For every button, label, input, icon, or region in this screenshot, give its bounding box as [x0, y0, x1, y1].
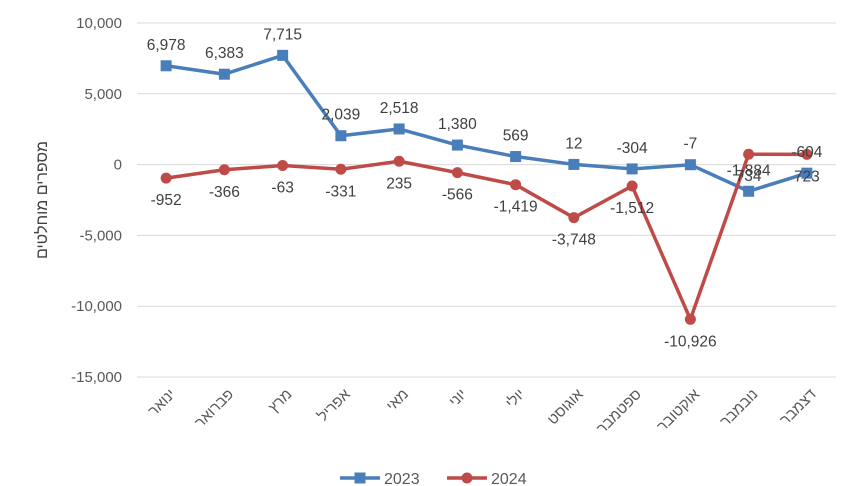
data-label: 569: [503, 128, 529, 145]
legend-item-2023: 2023: [340, 471, 420, 486]
data-point: [626, 180, 638, 192]
gridlines: [137, 22, 836, 378]
x-tick-label: אוקטובר: [654, 385, 704, 435]
x-tick-label: מרץ: [265, 386, 295, 416]
data-point: [451, 139, 463, 151]
data-point: [218, 164, 230, 176]
data-point: [277, 159, 289, 171]
data-point: [393, 123, 405, 135]
data-label: -10,926: [664, 333, 717, 350]
data-point: [684, 159, 696, 171]
data-point: [510, 151, 522, 163]
legend-marker: [354, 472, 366, 484]
data-label: -1,884: [727, 162, 771, 179]
legend-label: 2023: [384, 471, 420, 486]
legend-label: 2024: [491, 471, 527, 486]
x-tick-label: אפריל: [315, 385, 355, 425]
data-point: [160, 172, 172, 184]
legend-marker: [461, 472, 473, 484]
data-label: -304: [617, 140, 648, 157]
data-point: [335, 163, 347, 175]
data-point: [801, 167, 813, 179]
data-point: [743, 148, 755, 160]
data-point: [218, 68, 230, 80]
data-label: -1,419: [494, 199, 538, 216]
x-tick-label: מאי: [383, 386, 412, 415]
x-axis-tick-labels: ינואר פברואר מרץ אפריל מאי יוני יולי אוגוסט ספטמ…: [145, 385, 820, 437]
y-tick-label: -15,000: [71, 369, 122, 386]
data-label: 723: [794, 168, 820, 185]
data-label: 12: [565, 135, 582, 152]
data-label: -63: [271, 179, 293, 196]
data-point: [568, 158, 580, 170]
y-axis-tick-labels: 10,000 5,000 0 -5,000 -10,000 -15,000: [71, 15, 122, 386]
x-tick-label: אוגוסט: [544, 385, 587, 428]
data-label: 2,039: [321, 107, 360, 124]
data-point: [335, 130, 347, 142]
data-point: [568, 212, 580, 224]
y-tick-label: 10,000: [76, 15, 122, 32]
data-label: -566: [442, 187, 473, 204]
series-lines: [160, 49, 813, 325]
data-label: -604: [791, 144, 822, 161]
data-point: [277, 49, 289, 61]
data-label: -366: [209, 184, 240, 201]
y-tick-label: 0: [114, 157, 122, 174]
data-label: 734: [736, 168, 762, 185]
series-2024: [160, 148, 813, 325]
data-point: [801, 148, 813, 160]
series-line-2023: [164, 53, 809, 194]
x-tick-label: דצמבר: [777, 386, 820, 429]
x-tick-label: נובמבר: [717, 386, 762, 431]
y-tick-label: -10,000: [71, 298, 122, 315]
x-tick-label: פברואר: [192, 386, 238, 432]
series-line-2024: [164, 152, 809, 322]
y-tick-label: 5,000: [84, 86, 122, 103]
x-tick-label: יולי: [503, 386, 529, 412]
legend-item-2024: 2024: [447, 471, 527, 486]
data-label: -1,512: [610, 200, 654, 217]
data-label: -952: [151, 192, 182, 209]
x-tick-label: יוני: [446, 386, 470, 410]
data-label: 6,383: [205, 45, 244, 62]
data-label: 7,715: [263, 26, 302, 43]
data-label: 1,380: [438, 116, 477, 133]
data-point: [684, 313, 696, 325]
y-axis-title: מספרים מוחלטים: [33, 141, 51, 259]
data-label: 6,978: [147, 37, 186, 54]
data-label: -3,748: [552, 232, 596, 249]
data-point: [160, 60, 172, 72]
x-tick-label: ספטמבר: [593, 386, 645, 438]
legend: 2023 2024: [340, 471, 527, 486]
x-tick-label: ינואר: [145, 386, 179, 420]
data-point: [743, 185, 755, 197]
data-point: [451, 167, 463, 179]
data-label: 235: [386, 175, 412, 192]
data-labels: 6,978 6,383 7,715 2,039 2,518 1,380 569 12 -304 -…: [147, 26, 823, 350]
series-2023: [160, 49, 813, 197]
data-label: 2,518: [380, 100, 419, 117]
data-label: -7: [683, 136, 697, 153]
data-point: [393, 155, 405, 167]
y-tick-label: -5,000: [79, 227, 122, 244]
data-point: [626, 163, 638, 175]
data-point: [510, 179, 522, 191]
data-label: -331: [325, 183, 356, 200]
